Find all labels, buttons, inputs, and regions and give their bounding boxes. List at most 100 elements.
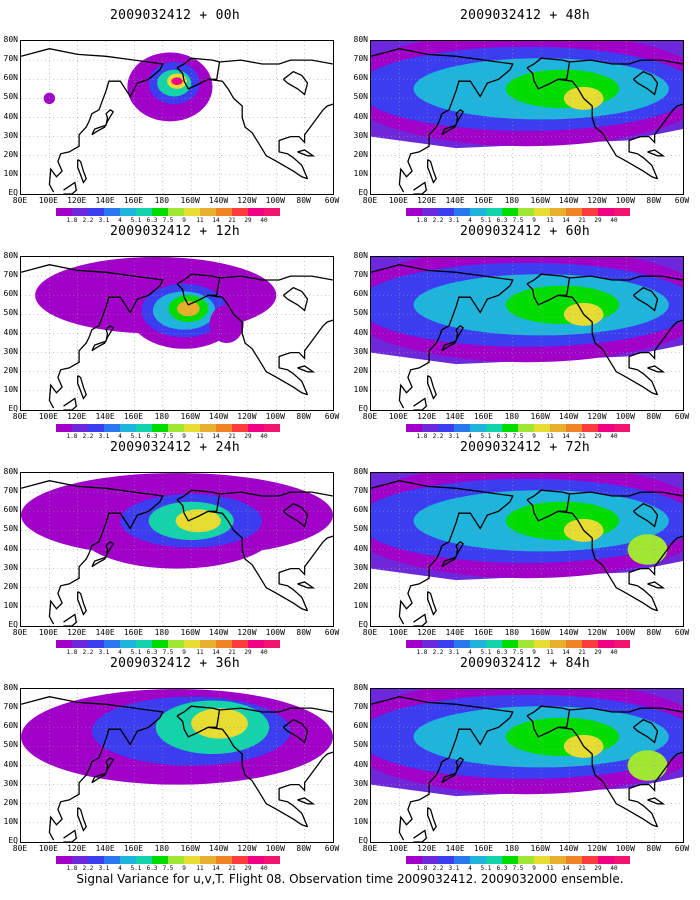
lon-label: 160E [473, 196, 494, 205]
lon-label: 80W [296, 628, 311, 637]
colorbar-label: 14 [212, 865, 220, 872]
lon-label: 140E [95, 412, 115, 421]
lat-label: 70N [353, 702, 368, 712]
colorbar-swatch [264, 424, 280, 432]
lon-label: 100E [38, 412, 58, 421]
colorbar-label: 40 [610, 649, 618, 656]
lon-axis: 80E 100E 120E 140E 160E 180 160W 140W 120W 100W 80… [350, 628, 700, 640]
colorbar-label: 9 [182, 865, 186, 872]
variance-contour [171, 77, 183, 85]
lat-label: 50N [353, 308, 368, 318]
colorbar-swatch [216, 208, 232, 216]
colorbar-labels: 1.8 2.2 3.1 4 5.1 6.3 7.5 9 11 14 21 29 40 [406, 433, 686, 441]
colorbar-label: 4 [118, 649, 122, 656]
colorbar-label: 40 [260, 649, 268, 656]
lon-label: 140E [445, 628, 465, 637]
colorbar-swatch [582, 640, 598, 648]
coastline [371, 48, 683, 194]
colorbar-label: 40 [260, 865, 268, 872]
colorbar-label: 9 [182, 649, 186, 656]
colorbar-swatch [598, 424, 614, 432]
colorbar-swatch [104, 208, 120, 216]
colorbar-label: 2.2 [432, 433, 444, 440]
lon-label: 160E [123, 844, 144, 853]
lon-label: 160W [530, 628, 550, 637]
colorbar-swatch [550, 856, 566, 864]
map-area [370, 256, 684, 411]
colorbar-swatch [232, 424, 248, 432]
colorbar-swatch [248, 208, 264, 216]
colorbar-label: 11 [196, 865, 204, 872]
lon-label: 180 [154, 412, 170, 421]
lon-label: 160W [180, 196, 200, 205]
colorbar-label: 7.5 [162, 865, 174, 872]
colorbar-swatch [550, 208, 566, 216]
lat-label: 40N [3, 111, 18, 121]
colorbar-swatch [406, 208, 422, 216]
colorbar-labels: 1.8 2.2 3.1 4 5.1 6.3 7.5 9 11 14 21 29 40 [406, 865, 686, 873]
colorbar-swatch [422, 208, 438, 216]
colorbar-swatch [136, 856, 152, 864]
lon-label: 80W [296, 196, 311, 205]
lat-label: EQ [8, 404, 18, 413]
lon-label: 120W [587, 628, 607, 637]
lon-label: 100E [38, 844, 58, 853]
colorbar-swatch [438, 640, 454, 648]
lon-label: 120E [417, 196, 437, 205]
lon-label: 60W [324, 844, 340, 853]
colorbar-label: 1.8 [416, 433, 428, 440]
lat-label: 10N [3, 600, 18, 610]
colorbar-swatch [582, 424, 598, 432]
colorbar-swatch [566, 640, 582, 648]
map-panel-p24: 2009032412 + 24h 80N 70N 60N 50N 40N 30N 20N 10N… [0, 432, 350, 656]
lon-label: 80W [296, 412, 311, 421]
lon-axis: 80E 100E 120E 140E 160E 180 160W 140W 120W 100W 80… [350, 412, 700, 424]
lat-label: 70N [353, 54, 368, 64]
colorbar [56, 640, 280, 648]
lon-label: 140E [95, 196, 115, 205]
lat-label: 10N [3, 384, 18, 394]
lon-label: 80E [362, 196, 378, 205]
lat-label: 30N [353, 130, 368, 140]
lat-label: 70N [353, 270, 368, 280]
colorbar-swatch [598, 208, 614, 216]
lon-label: 140E [95, 844, 115, 853]
lat-label: 50N [3, 524, 18, 534]
colorbar [56, 208, 280, 216]
colorbar [56, 424, 280, 432]
lon-label: 100E [38, 196, 58, 205]
panel-title: 2009032412 + 84h [459, 656, 591, 671]
colorbar-swatch [232, 856, 248, 864]
colorbar-label: 1.8 [416, 865, 428, 872]
colorbar-swatch [136, 424, 152, 432]
colorbar-label: 2.2 [432, 649, 444, 656]
colorbar-label: 4 [118, 217, 122, 224]
colorbar-swatch [216, 640, 232, 648]
colorbar-label: 3.1 [98, 433, 110, 440]
colorbar-swatch [88, 856, 104, 864]
colorbar-label: 21 [578, 433, 586, 440]
colorbar-swatch [264, 856, 280, 864]
colorbar-swatch [152, 640, 168, 648]
lat-label: 60N [3, 721, 18, 731]
colorbar-swatch [120, 856, 136, 864]
colorbar-label: 6.3 [146, 649, 158, 656]
colorbar-label: 5.1 [130, 217, 142, 224]
colorbar-swatch [168, 856, 184, 864]
colorbar-label: 11 [196, 217, 204, 224]
lon-label: 100W [265, 844, 285, 853]
lon-label: 80E [12, 196, 28, 205]
colorbar-swatch [438, 856, 454, 864]
colorbar-swatch [486, 208, 502, 216]
colorbar-swatch [470, 856, 486, 864]
lon-label: 180 [504, 844, 520, 853]
lat-label: 80N [353, 683, 368, 692]
colorbar [406, 856, 630, 864]
lat-label: EQ [8, 620, 18, 629]
colorbar-label: 11 [196, 649, 204, 656]
lon-label: 160W [530, 844, 550, 853]
colorbar-label: 21 [578, 649, 586, 656]
lat-label: 20N [3, 797, 18, 807]
lon-label: 60W [674, 628, 690, 637]
colorbar-swatch [566, 424, 582, 432]
